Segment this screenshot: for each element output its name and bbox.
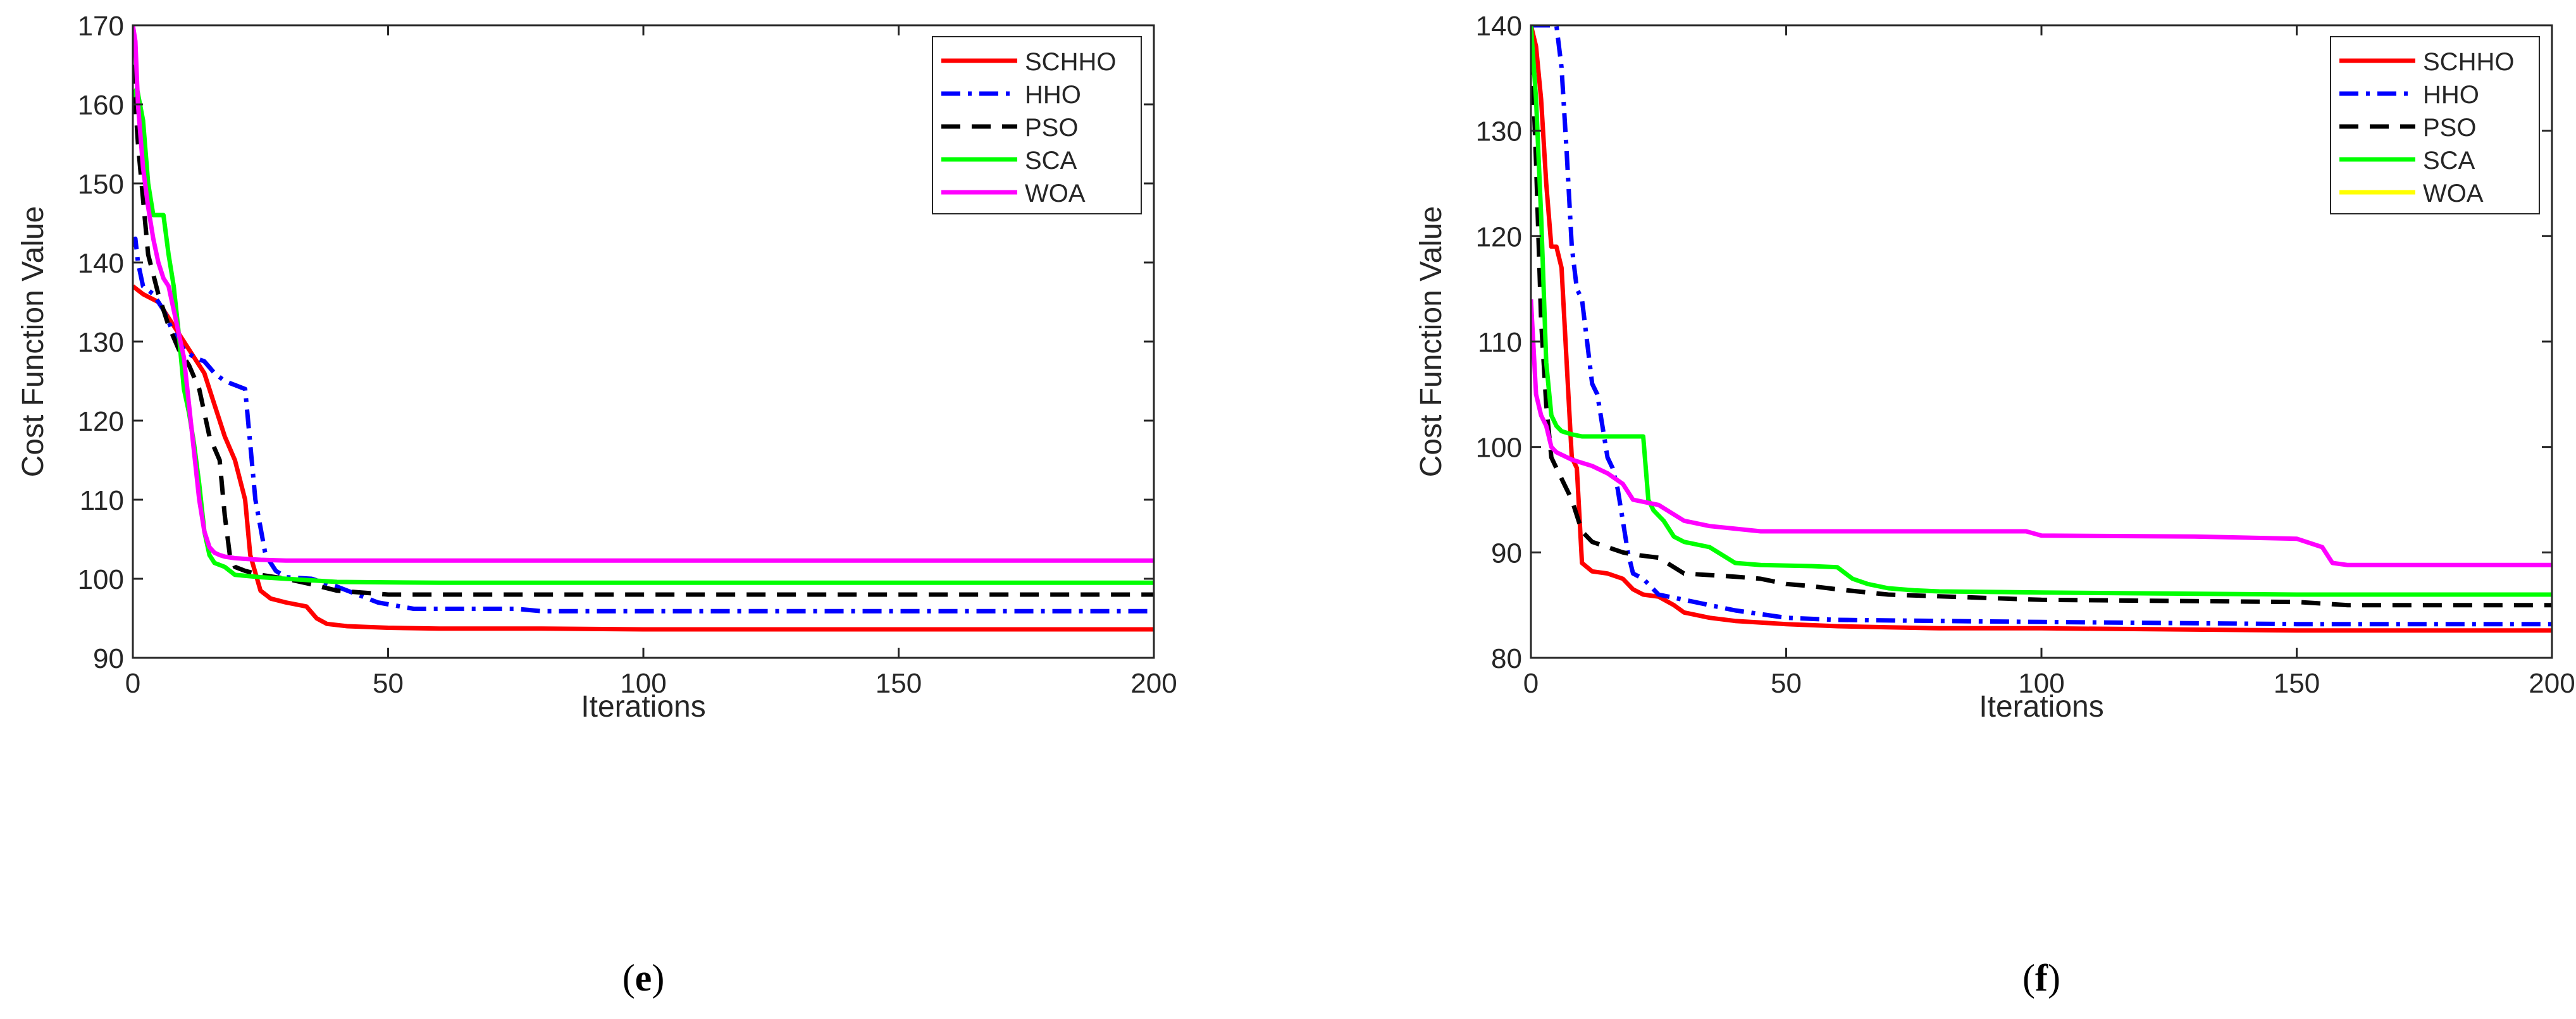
- series-line-schho: [1531, 25, 2552, 633]
- x-axis-label: Iterations: [1979, 690, 2103, 724]
- y-tick-label: 130: [1476, 116, 1522, 147]
- legend-label-hho: HHO: [2423, 81, 2479, 109]
- series-line-schho: [133, 284, 1154, 632]
- y-tick-label: 120: [78, 406, 124, 437]
- y-axis-label: Cost Function Value: [16, 206, 50, 478]
- x-tick-label: 150: [876, 668, 922, 699]
- legend: SCHHO HHO PSO SCA WOA: [2330, 36, 2540, 214]
- x-tick-label: 0: [125, 668, 140, 699]
- legend-label-schho: SCHHO: [1025, 48, 1116, 76]
- x-axis-label: Iterations: [581, 690, 705, 724]
- y-tick-label: 110: [80, 485, 124, 516]
- x-tick-label: 50: [1771, 668, 1802, 699]
- x-tick-label: 50: [373, 668, 404, 699]
- x-tick-label: 100: [2018, 668, 2064, 699]
- legend-label-woa: WOA: [1025, 180, 1086, 207]
- y-tick-label: 160: [78, 90, 124, 121]
- y-tick-label: 100: [78, 564, 124, 595]
- series-line-hho: [1531, 25, 2552, 627]
- series-line-woa: [1531, 299, 2552, 567]
- y-tick-label: 100: [1476, 433, 1522, 464]
- legend-label-pso: PSO: [2423, 114, 2476, 142]
- x-tick-label: 150: [2274, 668, 2320, 699]
- series-line-woa: [133, 25, 1154, 563]
- legend: SCHHO HHO PSO SCA WOA: [932, 36, 1142, 214]
- legend-label-pso: PSO: [1025, 114, 1078, 142]
- y-tick-label: 140: [1476, 11, 1522, 42]
- x-tick-label: 200: [1130, 668, 1177, 699]
- x-tick-label: 200: [2529, 668, 2575, 699]
- y-tick-label: 90: [1491, 538, 1522, 569]
- series-lines: [133, 25, 1154, 632]
- panel-label: e: [635, 957, 652, 999]
- legend-box: [932, 36, 1142, 214]
- legend-label-sca: SCA: [1025, 147, 1077, 175]
- y-tick-label: 150: [78, 169, 124, 200]
- y-tick-label: 140: [78, 248, 124, 279]
- y-tick-label: 130: [78, 327, 124, 358]
- chart-panel-f: 0 50 100 150 200 80 90 100 110 120 130 140 Iteratio…: [1415, 11, 2575, 999]
- y-tick-label: 170: [78, 11, 124, 42]
- legend-label-sca: SCA: [2423, 147, 2475, 175]
- legend-box: [2330, 36, 2540, 214]
- panel-caption: (e): [622, 957, 665, 999]
- y-tick-label: 120: [1476, 221, 1522, 252]
- series-line-pso: [133, 65, 1154, 597]
- series-line-sca: [1531, 25, 2552, 597]
- axis-ticks: 0 50 100 150 200 80 90 100 110 120 130 140: [1476, 11, 2575, 699]
- legend-label-hho: HHO: [1025, 81, 1081, 109]
- x-tick-label: 100: [620, 668, 666, 699]
- axis-ticks: 0 50 100 150 200 90 100 110 120 130 140 150 160 170: [78, 11, 1177, 699]
- y-tick-label: 80: [1491, 643, 1522, 674]
- y-axis-label: Cost Function Value: [1415, 206, 1448, 478]
- series-lines: [1531, 25, 2552, 633]
- series-line-pso: [1531, 25, 2552, 608]
- panel-label: f: [2035, 957, 2048, 999]
- x-tick-label: 0: [1523, 668, 1539, 699]
- legend-label-woa: WOA: [2423, 180, 2484, 207]
- legend-label-schho: SCHHO: [2423, 48, 2514, 76]
- panel-caption: (f): [2022, 957, 2060, 999]
- y-tick-label: 110: [1478, 327, 1522, 358]
- y-tick-label: 90: [93, 643, 124, 674]
- chart-panel-e: 0 50 100 150 200 90 100 110 120 130 140 150 160 170 I…: [16, 11, 1177, 999]
